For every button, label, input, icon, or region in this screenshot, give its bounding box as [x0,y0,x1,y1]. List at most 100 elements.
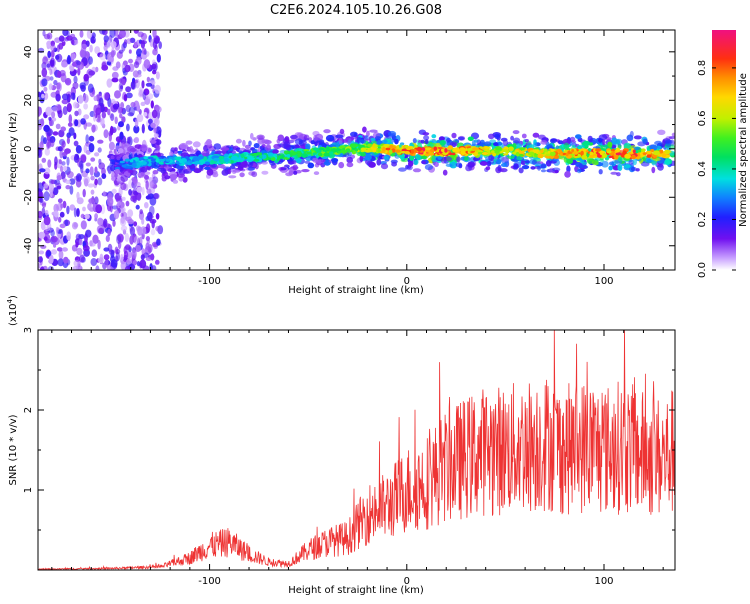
heatmap-cell [335,134,344,139]
heatmap-cell [152,155,158,160]
heatmap-cell [121,78,126,86]
heatmap-cell [642,152,647,156]
heatmap-cell [70,92,76,100]
heatmap-cell [121,196,126,201]
heatmap-cell [632,149,636,154]
heatmap-cell [134,136,140,144]
heatmap-cell [645,150,652,155]
heatmap-cell [176,173,185,178]
heatmap-cell [664,149,670,154]
heatmap-cell [606,150,612,154]
heatmap-cell [100,105,105,113]
heatmap-cell [518,154,524,157]
y-tick-label: 0 [23,146,34,152]
heatmap-cell [153,133,159,138]
heatmap-cell [325,134,335,142]
heatmap-cell [143,59,151,69]
heatmap-cell [139,209,143,215]
heatmap-cell [150,122,156,128]
heatmap-cell [463,156,469,162]
heatmap-cell [206,168,214,176]
snr-multiplier-label: (x104) [6,295,19,326]
heatmap-cell [158,41,162,49]
heatmap-cell [129,147,137,152]
heatmap-cell [56,175,63,181]
heatmap-cell [483,146,491,149]
heatmap-cell [121,206,126,214]
heatmap-cell [624,153,631,159]
heatmap-cell [91,124,96,133]
heatmap-cell [140,144,147,149]
heatmap-cell [549,151,556,157]
heatmap-cell [632,146,641,151]
heatmap-cell [93,95,98,101]
heatmap-cell [147,177,154,181]
heatmap-cell [365,153,372,161]
heatmap-cell [587,135,593,143]
heatmap-cell [410,149,414,154]
heatmap-cell [103,247,110,252]
heatmap-cell [608,155,613,159]
heatmap-cell [141,161,147,166]
heatmap-cell [481,152,489,155]
heatmap-cell [58,216,62,223]
heatmap-cell [489,139,497,144]
heatmap-cell [44,226,51,232]
heatmap-cell [115,197,123,203]
heatmap-cell [206,139,212,146]
heatmap-cell [409,155,415,161]
heatmap-cell [69,185,74,195]
heatmap-cell [93,112,97,122]
heatmap-cell [88,135,95,142]
heatmap-cell [228,175,237,179]
heatmap-cell [66,156,70,166]
heatmap-cell [481,161,488,166]
heatmap-cell [156,238,161,246]
heatmap-cell [493,142,499,147]
heatmap-cell [144,202,149,209]
heatmap-cell [296,150,302,154]
heatmap-cell [529,144,535,150]
heatmap-cell [537,165,541,171]
heatmap-cell [649,144,658,151]
y-tick-label: 40 [23,45,34,58]
heatmap-cell [90,189,95,195]
heatmap-cell [78,234,85,240]
heatmap-cell [642,138,648,145]
heatmap-cell [630,166,637,172]
heatmap-cell [59,223,66,229]
heatmap-cell [99,30,106,35]
heatmap-cell [57,247,63,252]
heatmap-cell [109,125,114,136]
spectrogram-frame [37,29,676,271]
heatmap-cell [423,135,430,141]
heatmap-cell [146,188,152,195]
heatmap-cell [107,196,114,207]
heatmap-cell [48,83,53,91]
heatmap-cell [565,152,569,157]
heatmap-cell [50,50,55,58]
heatmap-cell [41,78,48,87]
heatmap-cell [292,164,298,171]
heatmap-cell [389,149,393,154]
heatmap-cell [241,163,249,169]
heatmap-cell [133,221,138,227]
heatmap-cell [563,156,568,163]
heatmap-cell [97,177,103,186]
heatmap-cell [396,145,400,149]
heatmap-cell [592,159,599,164]
heatmap-cell [323,152,331,157]
heatmap-cell [66,171,74,179]
heatmap-cell [99,53,107,61]
heatmap-cell [284,150,289,154]
heatmap-cell [51,111,56,119]
heatmap-cell [485,166,491,171]
heatmap-cell [98,97,104,107]
heatmap-cell [61,161,66,166]
heatmap-cell [368,161,376,168]
heatmap-cell [569,136,576,142]
heatmap-cell [95,265,100,270]
heatmap-cell [577,163,585,169]
colorbar-ticks: 0.0 0.2 0.4 0.6 0.8 [697,60,736,278]
heatmap-cell [47,266,55,270]
